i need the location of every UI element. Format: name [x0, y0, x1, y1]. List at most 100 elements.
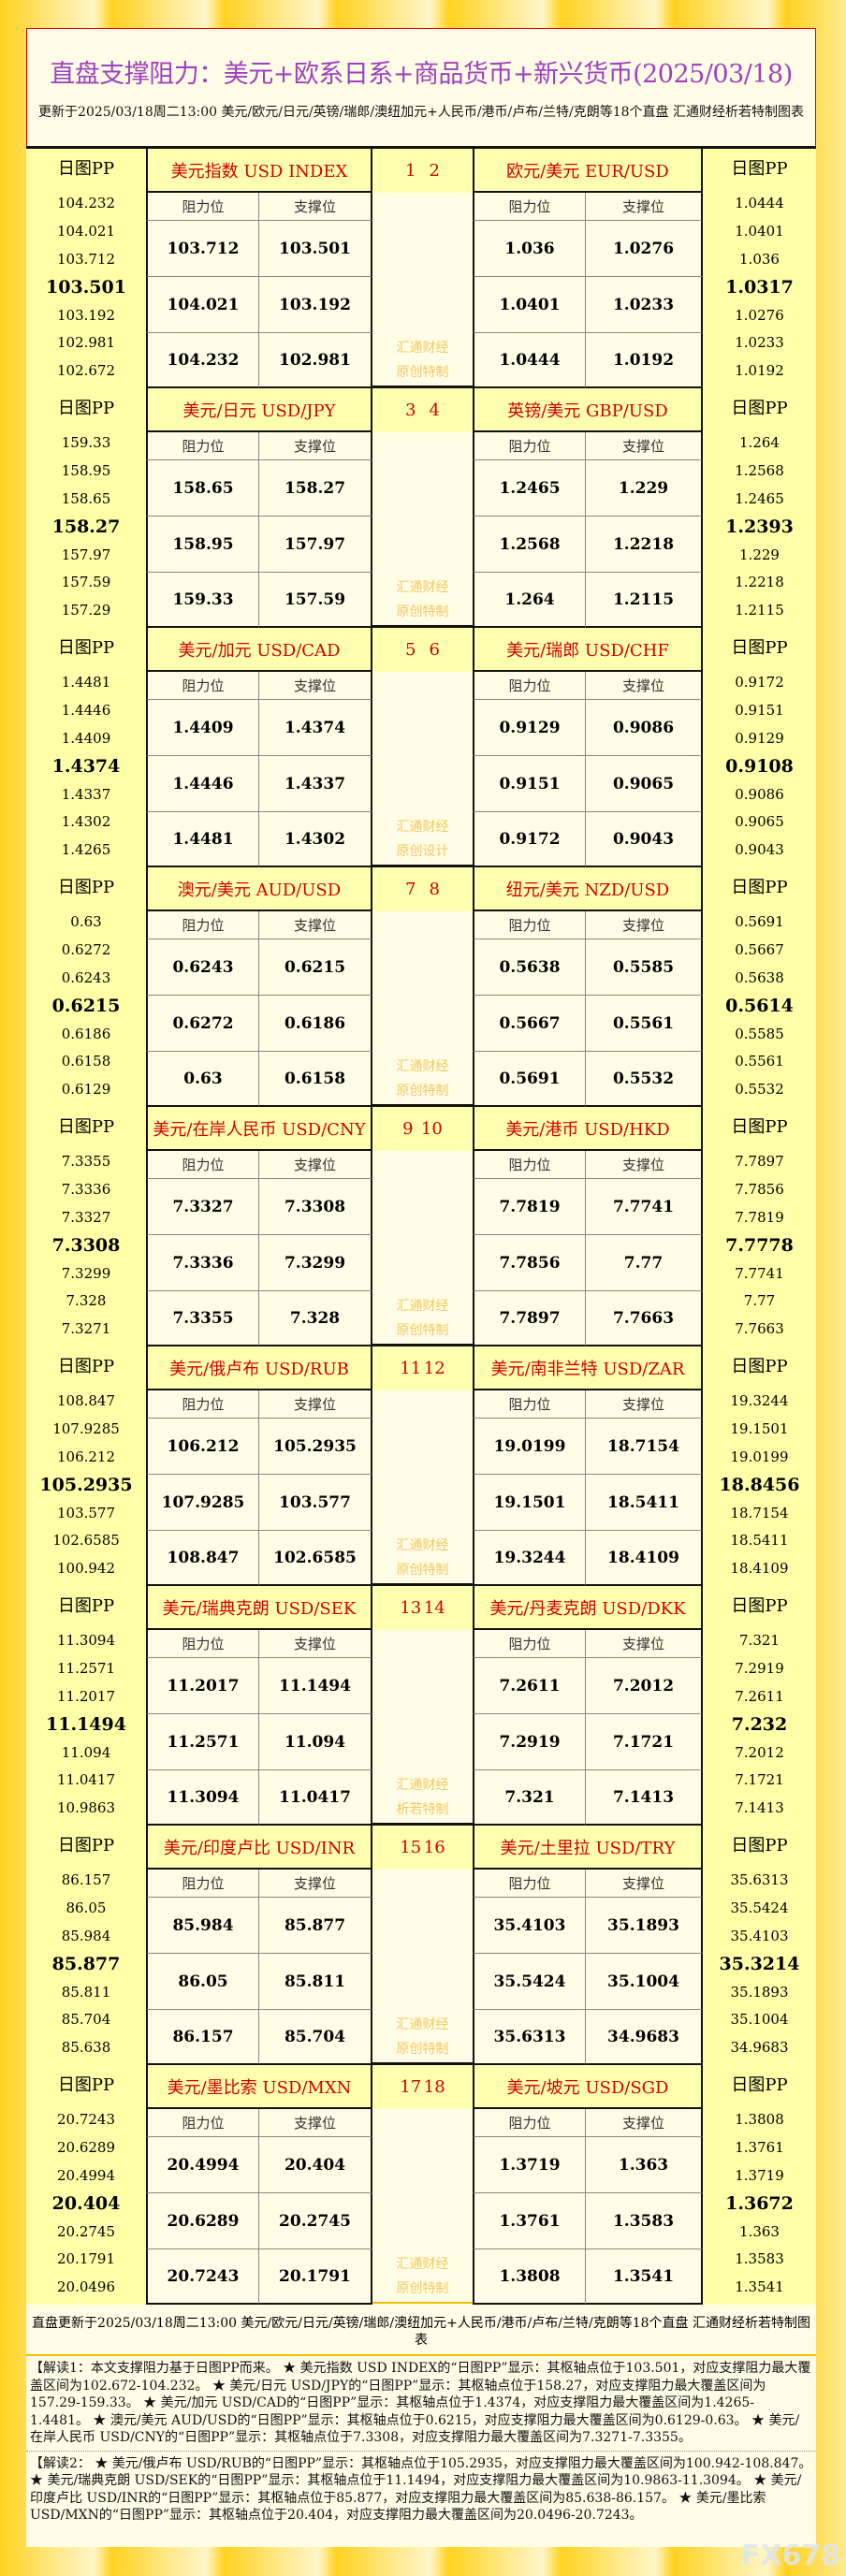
support-value: 102.981 — [259, 333, 372, 388]
pp-value: 103.577 — [56, 1504, 116, 1521]
pp-value: 11.2017 — [56, 1687, 116, 1705]
support-value: 0.5532 — [586, 1052, 703, 1107]
support-value: 0.9065 — [586, 756, 703, 812]
resistance-value: 1.2568 — [473, 517, 586, 573]
resistance-value: 7.7819 — [473, 1179, 586, 1235]
pp-value: 1.2218 — [735, 574, 784, 591]
resistance-value: 106.212 — [146, 1419, 259, 1475]
support-header: 支撑位 — [259, 672, 372, 700]
resistance-header: 阻力位 — [146, 1151, 259, 1179]
resistance-value: 7.7897 — [473, 1291, 586, 1346]
pp-column-right: 日图PP 0.5691 0.5667 0.5638 0.5614 0.5585 0.5561… — [703, 867, 816, 1107]
pair-name: 澳元/美元 AUD/USD — [146, 867, 372, 911]
resistance-header: 阻力位 — [146, 1630, 259, 1658]
pivot-value: 20.404 — [51, 2192, 121, 2214]
support-value: 1.0192 — [586, 333, 703, 388]
pivot-value: 18.8456 — [719, 1474, 800, 1495]
pp-value: 158.65 — [61, 489, 111, 507]
pivot-value: 35.3214 — [719, 1953, 800, 1974]
support-value: 20.1791 — [259, 2249, 372, 2305]
page-frame: 直盘支撑阻力：美元+欧系日系+商品货币+新兴货币(2025/03/18) 更新于… — [26, 28, 816, 2547]
support-header: 支撑位 — [586, 1390, 703, 1419]
pp-value: 0.5691 — [735, 913, 784, 930]
resistance-value: 104.021 — [146, 277, 259, 333]
support-value: 0.6158 — [259, 1052, 372, 1107]
pair-block: 日图PP 7.3355 7.3336 7.3327 7.3308 7.3299 7.328 7… — [26, 1104, 816, 1346]
support-header: 支撑位 — [259, 1151, 372, 1179]
pp-header: 日图PP — [57, 1596, 115, 1616]
support-header: 支撑位 — [586, 1870, 703, 1898]
support-value: 7.7741 — [586, 1179, 703, 1235]
pair-name: 美元/印度卢比 USD/INR — [146, 1826, 372, 1870]
pp-value: 0.9129 — [735, 729, 784, 747]
pp-value: 0.6158 — [61, 1053, 111, 1070]
support-value: 1.2115 — [586, 573, 703, 628]
support-value: 158.27 — [259, 460, 372, 517]
pp-value: 1.264 — [739, 434, 780, 451]
pp-value: 10.9863 — [56, 1799, 116, 1817]
pp-value: 18.7154 — [730, 1504, 789, 1521]
support-header: 支撑位 — [586, 672, 703, 700]
resistance-value: 104.232 — [146, 333, 259, 388]
pair-name: 美元/加元 USD/CAD — [146, 628, 372, 672]
support-value: 1.229 — [586, 460, 703, 517]
resistance-value: 0.9129 — [473, 700, 586, 756]
pp-value: 1.2568 — [735, 461, 784, 479]
resistance-header: 阻力位 — [473, 1870, 586, 1898]
pair-numbers: 11 12 — [372, 1346, 473, 1390]
pair-number: 8 — [429, 880, 440, 899]
resistance-value: 1.036 — [473, 221, 586, 277]
pp-value: 103.712 — [56, 250, 116, 268]
support-header: 支撑位 — [259, 432, 372, 460]
watermark-text: 汇通财经 原创特制 — [372, 432, 473, 628]
pp-header: 日图PP — [731, 1596, 788, 1616]
pp-column-left: 日图PP 86.157 86.05 85.984 85.877 85.811 85.704 8… — [26, 1826, 146, 2065]
pp-header: 日图PP — [57, 1836, 115, 1856]
page-title: 直盘支撑阻力：美元+欧系日系+商品货币+新兴货币(2025/03/18) — [50, 60, 793, 89]
pair-numbers: 15 16 — [372, 1826, 473, 1870]
watermark-line: 汇通财经 — [396, 2257, 449, 2272]
support-value: 18.4109 — [586, 1531, 703, 1586]
support-header: 支撑位 — [259, 1870, 372, 1898]
pair-number: 10 — [420, 1119, 443, 1139]
pp-value: 103.192 — [56, 306, 116, 324]
resistance-header: 阻力位 — [473, 1151, 586, 1179]
support-value: 0.9043 — [586, 812, 703, 867]
pp-value: 1.3719 — [735, 2166, 784, 2184]
pp-value: 34.9683 — [730, 2039, 789, 2057]
support-value: 0.5561 — [586, 996, 703, 1052]
watermark-line: 原创特制 — [396, 1084, 449, 1099]
watermark-text: 汇通财经 原创设计 — [372, 672, 473, 867]
pair-name: 美元/土里拉 USD/TRY — [473, 1826, 703, 1870]
support-value: 7.3308 — [259, 1179, 372, 1235]
watermark-line: 汇通财经 — [396, 1059, 449, 1074]
resistance-header: 阻力位 — [473, 193, 586, 221]
pp-header: 日图PP — [731, 1117, 788, 1137]
pp-value: 85.704 — [61, 2011, 111, 2029]
support-value: 7.3299 — [259, 1235, 372, 1291]
pp-column-right: 日图PP 1.264 1.2568 1.2465 1.2393 1.229 1.2218 1.… — [703, 388, 816, 628]
resistance-value: 1.3808 — [473, 2249, 586, 2305]
pp-header: 日图PP — [731, 1357, 788, 1376]
pp-column-left: 日图PP 108.847 107.9285 106.212 105.2935 103.57… — [26, 1346, 146, 1586]
fx678-watermark: FX678 — [740, 2540, 840, 2572]
pair-number: 6 — [429, 640, 440, 660]
pp-value: 102.6585 — [52, 1532, 120, 1550]
pp-value: 157.29 — [61, 602, 111, 619]
pair-number: 13 — [400, 1598, 422, 1618]
support-value: 7.1721 — [586, 1714, 703, 1770]
resistance-value: 1.4446 — [146, 756, 259, 812]
pp-value: 20.2745 — [56, 2222, 116, 2240]
pair-name: 美元/在岸人民币 USD/CNY — [146, 1107, 372, 1151]
pair-number: 14 — [423, 1598, 445, 1618]
pp-value: 7.3327 — [61, 1208, 111, 1226]
resistance-value: 85.984 — [146, 1898, 259, 1954]
pivot-value: 158.27 — [51, 516, 121, 537]
pp-value: 20.4994 — [56, 2166, 116, 2184]
support-header: 支撑位 — [586, 1151, 703, 1179]
pp-value: 1.3583 — [735, 2250, 784, 2268]
pair-number: 18 — [423, 2077, 445, 2097]
pair-number: 7 — [405, 880, 416, 899]
